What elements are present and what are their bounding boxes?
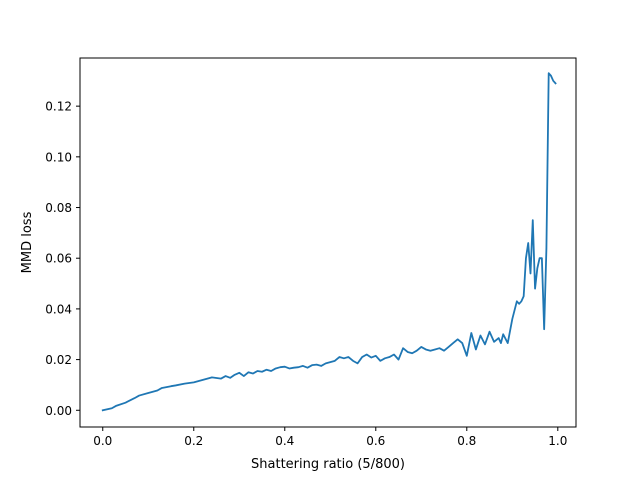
y-tick-label: 0.06 — [45, 252, 72, 266]
axes-frame — [79, 57, 577, 428]
x-tick-label: 0.0 — [93, 434, 112, 448]
x-axis-label: Shattering ratio (5/800) — [251, 457, 405, 472]
x-tick-label: 0.8 — [457, 434, 476, 448]
y-axis: 0.00 0.02 0.04 0.06 0.08 0.10 0.12 — [45, 100, 80, 418]
x-axis: 0.0 0.2 0.4 0.6 0.8 1.0 — [93, 427, 567, 448]
y-tick-label: 0.10 — [45, 150, 72, 164]
y-tick-label: 0.02 — [45, 353, 72, 367]
y-axis-label: MMD loss — [20, 211, 35, 273]
x-tick-label: 1.0 — [548, 434, 567, 448]
x-tick-label: 0.4 — [275, 434, 294, 448]
y-tick-label: 0.04 — [45, 302, 72, 316]
x-tick-label: 0.6 — [366, 434, 385, 448]
y-tick-label: 0.08 — [45, 201, 72, 215]
x-tick-label: 0.2 — [184, 434, 203, 448]
y-tick-label: 0.12 — [45, 100, 72, 114]
series-line — [101, 72, 557, 412]
plot-area — [101, 72, 557, 412]
y-tick-label: 0.00 — [45, 404, 72, 418]
